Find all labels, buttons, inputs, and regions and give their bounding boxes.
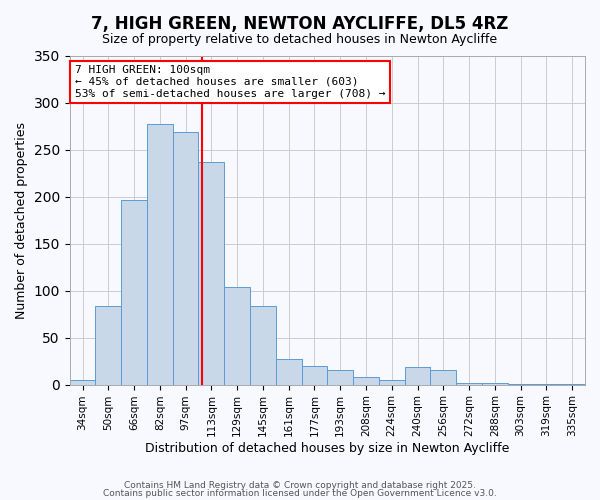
Text: Size of property relative to detached houses in Newton Aycliffe: Size of property relative to detached ho… xyxy=(103,32,497,46)
Text: Contains HM Land Registry data © Crown copyright and database right 2025.: Contains HM Land Registry data © Crown c… xyxy=(124,481,476,490)
Bar xyxy=(482,382,508,384)
Text: Contains public sector information licensed under the Open Government Licence v3: Contains public sector information licen… xyxy=(103,488,497,498)
Bar xyxy=(379,380,404,384)
Bar xyxy=(250,306,276,384)
Bar xyxy=(276,359,302,384)
Y-axis label: Number of detached properties: Number of detached properties xyxy=(15,122,28,318)
Bar xyxy=(199,162,224,384)
Text: 7, HIGH GREEN, NEWTON AYCLIFFE, DL5 4RZ: 7, HIGH GREEN, NEWTON AYCLIFFE, DL5 4RZ xyxy=(91,15,509,33)
Bar xyxy=(121,200,147,384)
Bar xyxy=(353,377,379,384)
Bar xyxy=(404,366,430,384)
Bar xyxy=(173,132,199,384)
Bar xyxy=(302,366,328,384)
Bar xyxy=(224,287,250,384)
Bar xyxy=(456,382,482,384)
Text: 7 HIGH GREEN: 100sqm
← 45% of detached houses are smaller (603)
53% of semi-deta: 7 HIGH GREEN: 100sqm ← 45% of detached h… xyxy=(75,66,385,98)
Bar xyxy=(95,306,121,384)
Bar xyxy=(147,124,173,384)
Bar xyxy=(328,370,353,384)
Bar xyxy=(70,380,95,384)
Bar xyxy=(430,370,456,384)
X-axis label: Distribution of detached houses by size in Newton Aycliffe: Distribution of detached houses by size … xyxy=(145,442,509,455)
